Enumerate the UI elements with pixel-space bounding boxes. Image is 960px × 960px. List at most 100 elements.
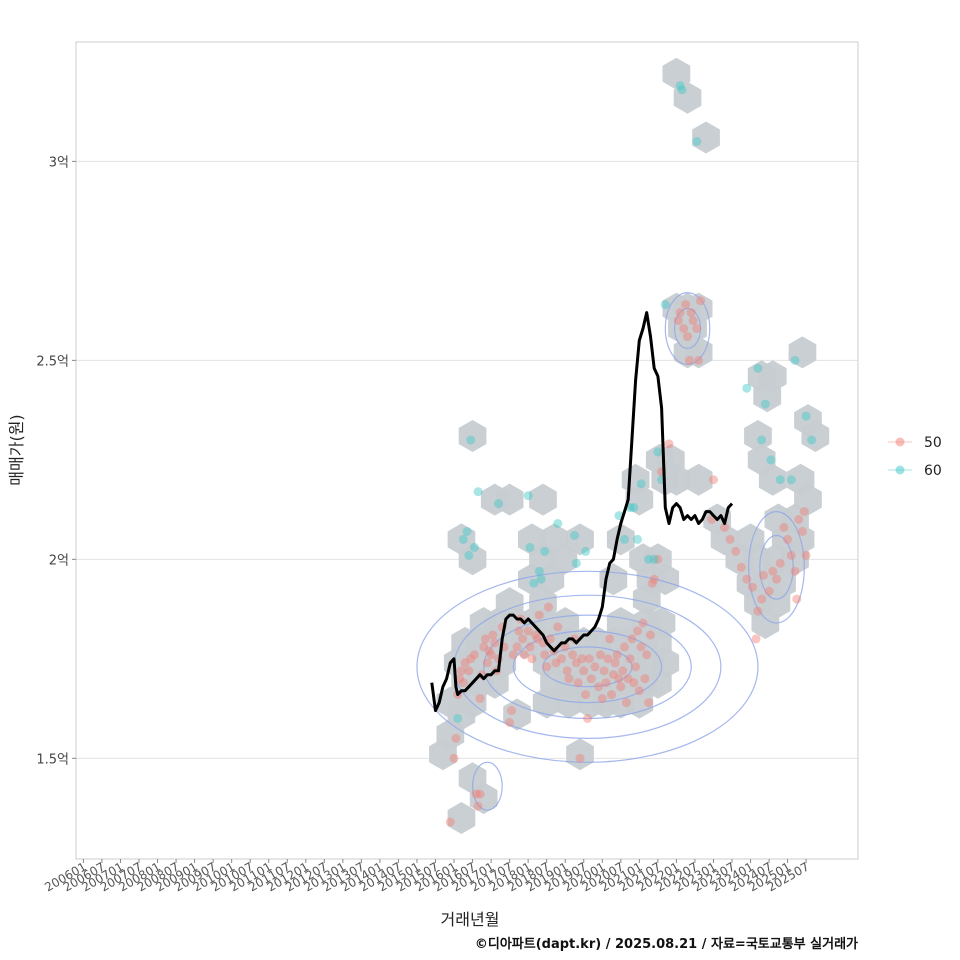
density-contour (483, 614, 692, 720)
scatter-point-60 (675, 81, 685, 91)
scatter-point-50 (562, 666, 572, 676)
scatter-point-50 (631, 662, 641, 672)
scatter-point-50 (577, 654, 587, 664)
scatter-point-60 (494, 499, 503, 509)
scatter-point-50 (471, 789, 481, 799)
scatter-point-50 (786, 550, 796, 560)
density-contour (748, 510, 805, 624)
scatter-point-50 (686, 308, 696, 318)
scatter-point-50 (607, 690, 616, 700)
y-axis-ticks: 1.5억 2억 2.5억 3억 (36, 155, 76, 767)
scatter-point-50 (605, 634, 615, 644)
scatter-point-60 (807, 435, 817, 445)
scatter-point-60 (633, 534, 642, 544)
scatter-point-50 (568, 650, 578, 660)
hexbin (447, 698, 476, 731)
scatter-point-50 (590, 662, 600, 672)
scatter-point-50 (783, 534, 793, 544)
scatter-point-50 (603, 654, 613, 664)
hexbin (429, 738, 457, 771)
hexbin (458, 420, 487, 452)
trend-line (430, 311, 734, 713)
hexbin (753, 380, 782, 413)
hexbin (781, 543, 809, 576)
scatter-point-50 (475, 694, 485, 704)
scatter-point-50 (460, 658, 470, 668)
scatter-point-50 (751, 634, 761, 644)
scatter-point-50 (764, 586, 774, 596)
scatter-point-50 (629, 678, 639, 688)
scatter-point-50 (647, 578, 657, 588)
scatter-point-60 (753, 363, 763, 373)
scatter-point-50 (684, 355, 694, 365)
source-credit: ©디아파트(dapt.kr) / 2025.08.21 / 자료=국토교통부 실… (475, 936, 858, 952)
scatter-point-50 (614, 674, 624, 684)
scatter-point-50 (595, 650, 605, 660)
scatter-point-50 (779, 523, 789, 532)
scatter-point-50 (482, 658, 492, 668)
scatter-point-60 (534, 566, 544, 576)
scatter-point-50 (772, 574, 781, 584)
hexbin (606, 523, 635, 556)
scatter-point-60 (649, 554, 659, 564)
scatter-point-50 (640, 674, 650, 684)
scatter-point-50 (797, 527, 807, 536)
scatter-point-60 (581, 546, 591, 556)
scatter-point-50 (518, 634, 528, 644)
scatter-point-50 (679, 324, 689, 333)
hexbin (801, 420, 830, 452)
scatter-point-50 (486, 650, 496, 660)
scatter-point-60 (801, 411, 811, 421)
hexbin (758, 463, 787, 496)
scatter-point-50 (694, 355, 704, 365)
hexbin (458, 543, 487, 576)
legend-key-60 (895, 465, 905, 475)
scatter-point-50 (633, 626, 642, 636)
scatter-point-50 (649, 574, 659, 584)
scatter-point-60 (775, 475, 785, 485)
scatter-point-50 (625, 654, 635, 664)
hexbin (566, 523, 594, 556)
scatter-point-60 (660, 300, 670, 310)
scatter-point-50 (445, 817, 455, 827)
hexbin (625, 686, 654, 719)
scatter-point-60 (458, 534, 468, 544)
scatter-point-50 (653, 554, 663, 564)
scatter-point-50 (512, 642, 522, 652)
scatter-point-50 (627, 634, 637, 644)
scatter-point-50 (601, 678, 611, 688)
scatter-point-50 (466, 654, 476, 664)
hexbin (536, 563, 565, 596)
legend-label-60: 60 (924, 463, 942, 479)
scatter-point-50 (505, 718, 515, 727)
scatter-point-60 (790, 355, 800, 365)
scatter-point-50 (581, 690, 591, 700)
scatter-point-50 (525, 642, 535, 652)
scatter-point-50 (759, 570, 768, 580)
hexbin (447, 802, 476, 834)
hexbin (632, 583, 661, 616)
scatter-point-50 (586, 674, 596, 684)
scatter-point-50 (775, 558, 785, 568)
hexbin (495, 483, 524, 516)
scatter-point-50 (725, 534, 735, 544)
legend: 50 60 (888, 435, 942, 479)
scatter-point-50 (488, 630, 498, 640)
scatter-point-50 (616, 682, 626, 692)
scatter-point-50 (469, 650, 479, 660)
scatter-point-50 (583, 714, 592, 723)
scatter-point-60 (677, 85, 687, 95)
scatter-point-50 (731, 546, 741, 556)
scatter-point-50 (527, 654, 537, 664)
scatter-point-60 (571, 558, 581, 568)
scatter-point-60 (570, 531, 579, 540)
density-contour (416, 570, 759, 763)
scatter-point-60 (469, 542, 479, 552)
scatter-point-50 (597, 694, 607, 704)
scatter-point-50 (683, 332, 692, 341)
scatter-point-50 (644, 698, 654, 708)
x-axis-ticks: 2006012006072007012007072008012008072009… (42, 859, 812, 895)
scatter-point-60 (473, 487, 483, 497)
scatter-point-60 (529, 578, 539, 588)
scatter-point-50 (532, 634, 542, 644)
